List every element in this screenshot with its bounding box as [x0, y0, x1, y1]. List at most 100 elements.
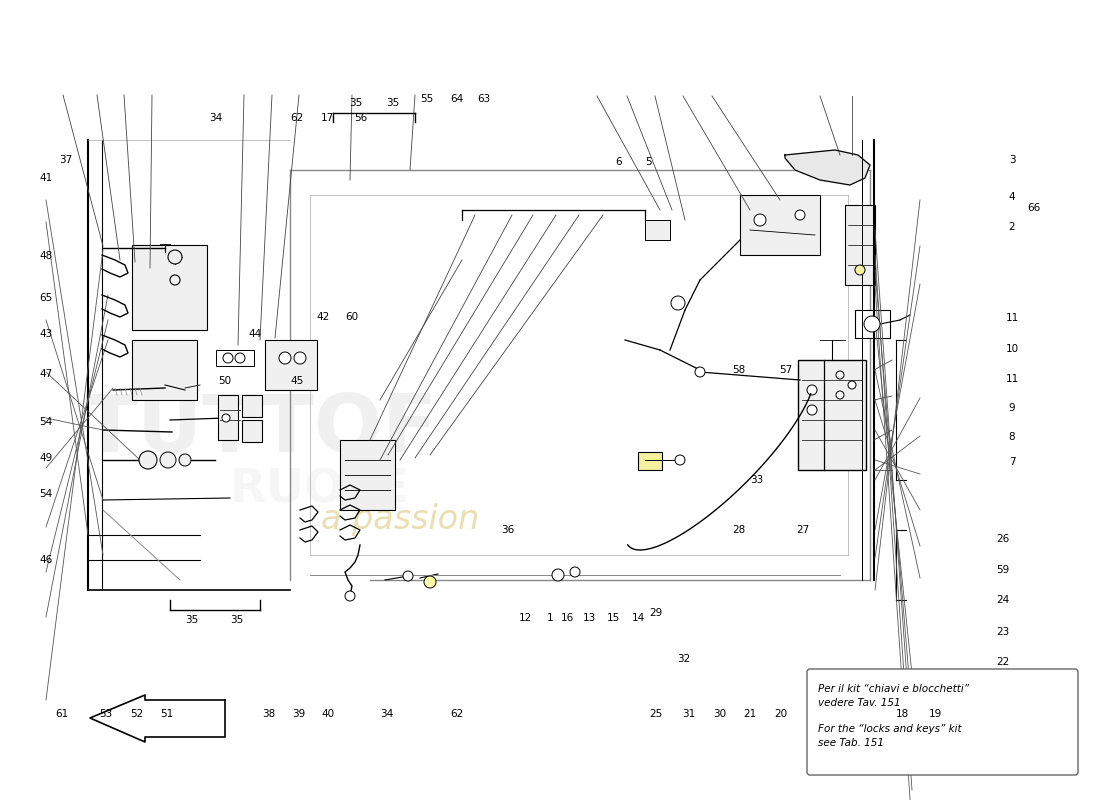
Bar	[216, 350, 254, 366]
Text: 22: 22	[997, 658, 1010, 667]
Circle shape	[807, 405, 817, 415]
Text: 65: 65	[40, 293, 53, 302]
Circle shape	[345, 591, 355, 601]
Bar	[132, 245, 207, 330]
Text: 37: 37	[59, 155, 73, 165]
Text: 24: 24	[997, 595, 1010, 605]
Bar	[845, 205, 875, 285]
Text: 36: 36	[502, 525, 515, 534]
Text: 15: 15	[607, 613, 620, 622]
Text: 43: 43	[40, 330, 53, 339]
Text: 35: 35	[350, 98, 363, 108]
Bar	[340, 440, 395, 510]
Text: 1: 1	[547, 613, 553, 622]
Bar	[218, 395, 238, 440]
Text: 34: 34	[209, 114, 222, 123]
Circle shape	[179, 454, 191, 466]
Text: 4: 4	[1009, 192, 1015, 202]
Text: 64: 64	[450, 94, 463, 104]
Text: 52: 52	[130, 710, 143, 719]
Circle shape	[570, 567, 580, 577]
Text: 58: 58	[733, 365, 746, 374]
Text: 6: 6	[615, 157, 622, 166]
Bar	[855, 310, 890, 338]
Text: 63: 63	[477, 94, 491, 104]
Circle shape	[279, 352, 292, 364]
Circle shape	[836, 391, 844, 399]
Text: 47: 47	[40, 370, 53, 379]
Bar	[740, 195, 820, 255]
Text: For the “locks and keys” kit
see Tab. 151: For the “locks and keys” kit see Tab. 15…	[818, 724, 961, 748]
Text: 25: 25	[649, 710, 662, 719]
Text: 51: 51	[161, 710, 174, 719]
Text: 12: 12	[519, 613, 532, 622]
Text: 62: 62	[290, 114, 304, 123]
Circle shape	[848, 381, 856, 389]
Polygon shape	[785, 150, 870, 185]
Text: 50: 50	[218, 376, 231, 386]
Text: 34: 34	[381, 710, 394, 719]
Text: 2: 2	[1009, 222, 1015, 232]
Circle shape	[403, 571, 412, 581]
Text: 54: 54	[40, 489, 53, 498]
Text: 40: 40	[321, 710, 334, 719]
Text: 57: 57	[779, 365, 792, 374]
Text: 26: 26	[997, 534, 1010, 544]
Bar	[132, 340, 197, 400]
Text: 20: 20	[774, 710, 788, 719]
Text: 66: 66	[1027, 203, 1041, 213]
FancyBboxPatch shape	[807, 669, 1078, 775]
Text: 18: 18	[895, 710, 909, 719]
Text: 10: 10	[1005, 344, 1019, 354]
Text: 13: 13	[583, 613, 596, 622]
Text: 62: 62	[450, 710, 463, 719]
Circle shape	[223, 353, 233, 363]
Circle shape	[671, 296, 685, 310]
Circle shape	[855, 265, 865, 275]
Circle shape	[160, 452, 176, 468]
Text: 41: 41	[40, 173, 53, 182]
Bar	[242, 395, 262, 417]
Text: Per il kit “chiavi e blocchetti”
vedere Tav. 151: Per il kit “chiavi e blocchetti” vedere …	[818, 684, 969, 708]
Circle shape	[807, 385, 817, 395]
Bar	[638, 452, 662, 470]
Text: 48: 48	[40, 251, 53, 261]
Text: 23: 23	[997, 627, 1010, 637]
Text: 39: 39	[293, 710, 306, 719]
Text: 5: 5	[646, 157, 652, 166]
Text: 56: 56	[354, 114, 367, 123]
Circle shape	[294, 352, 306, 364]
Circle shape	[695, 367, 705, 377]
Text: 35: 35	[186, 615, 199, 625]
Text: 35: 35	[386, 98, 399, 108]
Bar	[242, 420, 262, 442]
Text: 38: 38	[262, 710, 275, 719]
Text: 7: 7	[1009, 458, 1015, 467]
Text: 29: 29	[649, 608, 662, 618]
Text: 8: 8	[1009, 432, 1015, 442]
Text: 49: 49	[40, 453, 53, 462]
Text: 46: 46	[40, 555, 53, 565]
Text: 9: 9	[1009, 403, 1015, 413]
Text: 31: 31	[682, 710, 695, 719]
Text: 16: 16	[561, 613, 574, 622]
Text: 35: 35	[230, 615, 243, 625]
Text: RUOTE: RUOTE	[230, 467, 410, 513]
Text: 14: 14	[631, 613, 645, 622]
Text: 61: 61	[55, 710, 68, 719]
Circle shape	[754, 214, 766, 226]
Text: 11: 11	[1005, 374, 1019, 384]
Text: 55: 55	[420, 94, 433, 104]
Text: 60: 60	[345, 312, 359, 322]
Text: 42: 42	[317, 312, 330, 322]
Text: TUTTOF: TUTTOF	[82, 391, 438, 469]
Text: 53: 53	[99, 710, 112, 719]
Circle shape	[836, 371, 844, 379]
Circle shape	[552, 569, 564, 581]
Text: 32: 32	[678, 654, 691, 664]
Text: 19: 19	[928, 710, 942, 719]
Bar	[798, 360, 866, 470]
Bar	[645, 220, 670, 240]
Text: 27: 27	[796, 525, 810, 534]
Polygon shape	[90, 695, 226, 742]
